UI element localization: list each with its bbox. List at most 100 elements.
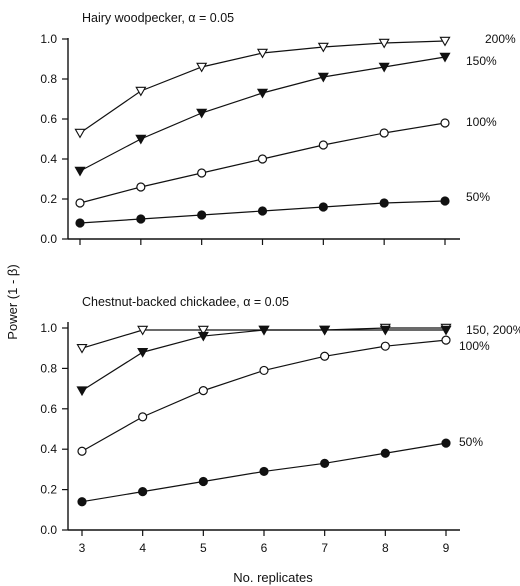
- data-point: [196, 62, 208, 73]
- panel-title: Hairy woodpecker, α = 0.05: [82, 11, 234, 25]
- data-point: [135, 86, 147, 97]
- data-point: [319, 325, 331, 336]
- y-tick-label: 0.8: [40, 361, 57, 375]
- series-group: [74, 36, 451, 228]
- y-tick-label: 1.0: [40, 32, 57, 46]
- data-point: [259, 365, 269, 376]
- series-100pct: [77, 335, 451, 456]
- data-point: [379, 198, 389, 208]
- y-tick-label: 1.0: [40, 321, 57, 335]
- series-200pct: [74, 36, 451, 139]
- data-point: [379, 128, 389, 138]
- data-point: [77, 446, 87, 456]
- y-tick-label: 0.6: [40, 112, 57, 126]
- y-tick-label: 0.2: [40, 483, 57, 497]
- y-tick-label: 0.8: [40, 72, 57, 86]
- x-tick-label: 3: [79, 541, 86, 555]
- data-point: [198, 386, 208, 396]
- data-point: [256, 88, 269, 99]
- x-ticks: 3 4 5 6 7 8 9: [79, 530, 450, 555]
- y-ticks: 0.0 0.2 0.4 0.6 0.8 1.0: [40, 321, 68, 537]
- series-label-200: 200%: [485, 32, 516, 46]
- data-point: [317, 72, 329, 83]
- data-point: [197, 168, 207, 178]
- x-tick-label: 5: [200, 541, 207, 555]
- series-label-150-200: 150, 200%: [466, 323, 520, 337]
- x-tick-label: 8: [382, 541, 389, 555]
- data-point: [137, 348, 149, 358]
- data-point: [196, 108, 208, 119]
- panel-hairy-woodpecker: Hairy woodpecker, α = 0.05 0.00.20.40.60…: [40, 11, 516, 246]
- data-point: [138, 487, 148, 497]
- series-line: [81, 329, 446, 392]
- data-point: [138, 412, 148, 422]
- panel-title: Chestnut-backed chickadee, α = 0.05: [82, 295, 289, 309]
- y-tick-label: 0.6: [40, 402, 57, 416]
- data-point: [77, 497, 87, 507]
- series-label-150: 150%: [466, 54, 497, 68]
- data-point: [439, 52, 451, 63]
- data-point: [441, 335, 451, 345]
- data-point: [136, 214, 146, 224]
- data-point: [378, 62, 390, 73]
- x-tick-label: 6: [261, 541, 268, 555]
- data-point: [197, 325, 209, 336]
- y-tick-label: 0.4: [40, 442, 57, 456]
- data-point: [318, 140, 328, 150]
- data-point: [256, 48, 269, 59]
- data-point: [136, 182, 146, 192]
- data-point: [378, 38, 390, 49]
- data-point: [75, 218, 85, 228]
- series-label-100: 100%: [466, 115, 497, 129]
- y-axis-label: Power (1 - β): [5, 264, 20, 339]
- data-point: [440, 325, 452, 336]
- y-ticks: 0.0 0.2 0.4 0.6 0.8 1.0: [40, 32, 68, 246]
- series-150pct: [74, 52, 451, 177]
- x-tick-label: 4: [139, 541, 146, 555]
- series-line: [79, 56, 446, 172]
- series-150pct: [76, 325, 452, 397]
- data-point: [441, 438, 451, 448]
- series-label-50: 50%: [466, 190, 490, 204]
- y-tick-label: 0.0: [40, 523, 57, 537]
- series-100pct: [75, 118, 450, 208]
- data-point: [257, 154, 268, 164]
- data-point: [439, 36, 451, 47]
- series-50pct: [75, 196, 450, 228]
- series-label-50: 50%: [459, 435, 483, 449]
- series-group: [76, 323, 452, 507]
- data-point: [74, 166, 86, 177]
- data-point: [258, 325, 270, 336]
- y-tick-label: 0.4: [40, 152, 57, 166]
- series-label-100: 100%: [459, 339, 490, 353]
- data-point: [440, 196, 450, 206]
- data-point: [320, 351, 330, 361]
- data-point: [317, 42, 329, 53]
- data-point: [198, 476, 208, 487]
- data-point: [76, 343, 88, 354]
- panel-chestnut-backed-chickadee: Chestnut-backed chickadee, α = 0.05 0.00…: [40, 295, 520, 555]
- data-point: [74, 128, 86, 139]
- y-tick-label: 0.2: [40, 192, 57, 206]
- data-point: [440, 118, 450, 128]
- data-point: [380, 448, 390, 458]
- x-tick-label: 9: [443, 541, 450, 555]
- data-point: [76, 386, 88, 397]
- x-ticks: [79, 239, 446, 245]
- data-point: [380, 341, 390, 351]
- data-point: [197, 331, 209, 342]
- data-point: [257, 206, 268, 216]
- data-point: [379, 325, 391, 336]
- data-point: [135, 134, 147, 145]
- data-point: [75, 198, 85, 208]
- data-point: [318, 202, 328, 212]
- series-50pct: [77, 438, 451, 507]
- x-tick-label: 7: [321, 541, 328, 555]
- data-point: [259, 466, 269, 477]
- data-point: [137, 325, 149, 336]
- x-axis-label: No. replicates: [233, 570, 313, 585]
- y-tick-label: 0.0: [40, 232, 57, 246]
- data-point: [197, 210, 207, 220]
- data-point: [320, 458, 330, 468]
